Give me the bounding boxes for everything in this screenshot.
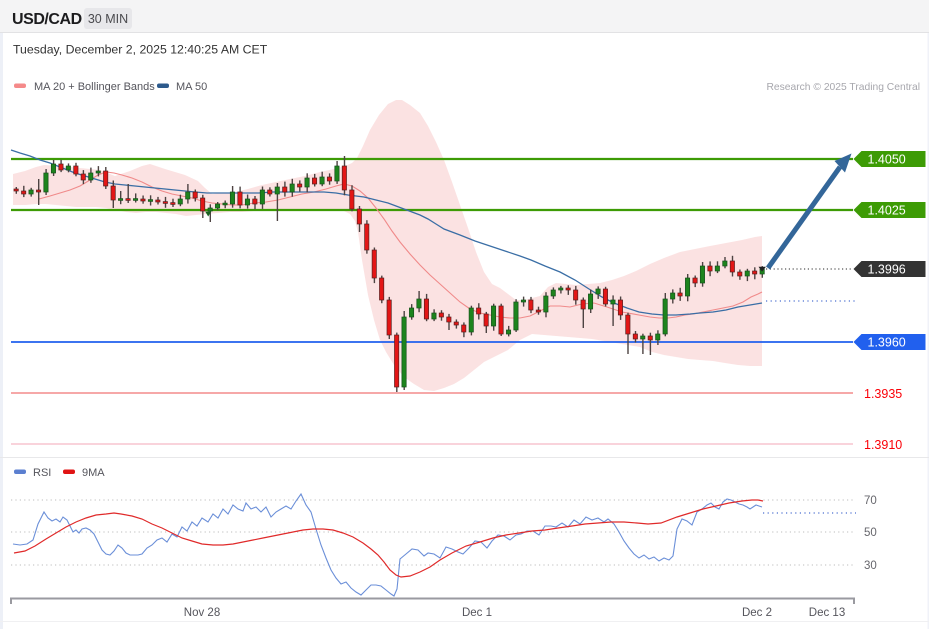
svg-text:Nov 28: Nov 28 (184, 607, 220, 619)
svg-text:RSI: RSI (33, 467, 51, 479)
svg-text:USD/CAD: USD/CAD (12, 11, 82, 28)
svg-text:70: 70 (864, 495, 877, 507)
svg-text:1.4050: 1.4050 (868, 153, 906, 167)
svg-text:30 MIN: 30 MIN (88, 12, 128, 26)
svg-text:Research © 2025 Trading Centra: Research © 2025 Trading Central (766, 82, 920, 93)
svg-text:Tuesday, December 2, 2025 12:4: Tuesday, December 2, 2025 12:40:25 AM CE… (13, 43, 268, 57)
svg-text:Dec 13: Dec 13 (809, 607, 845, 619)
svg-text:1.3960: 1.3960 (868, 336, 906, 350)
svg-text:Dec 1: Dec 1 (462, 607, 492, 619)
svg-text:MA 20 + Bollinger Bands: MA 20 + Bollinger Bands (34, 81, 155, 93)
svg-text:9MA: 9MA (82, 467, 105, 479)
svg-text:1.4025: 1.4025 (868, 204, 906, 218)
svg-text:1.3935: 1.3935 (864, 387, 902, 401)
svg-text:50: 50 (864, 527, 877, 539)
svg-text:1.3910: 1.3910 (864, 438, 902, 452)
svg-text:MA 50: MA 50 (176, 81, 207, 93)
svg-text:30: 30 (864, 560, 877, 572)
svg-text:1.3996: 1.3996 (868, 263, 906, 277)
svg-text:Dec 2: Dec 2 (742, 607, 772, 619)
